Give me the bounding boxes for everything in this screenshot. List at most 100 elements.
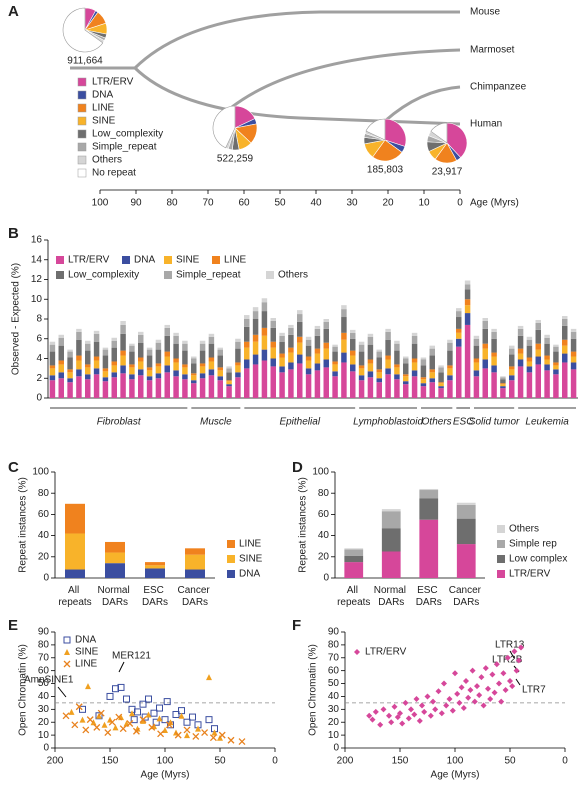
- y-tick-label: 40: [318, 530, 330, 541]
- y-tick-label: 4: [36, 353, 42, 364]
- x-tick-label: 100: [157, 756, 174, 767]
- point: [369, 716, 376, 723]
- bar-segment: [570, 356, 577, 363]
- bar-segment: [344, 548, 364, 550]
- point: [62, 712, 70, 720]
- bar-segment: [146, 380, 153, 398]
- point: [491, 689, 498, 696]
- bar-segment: [49, 344, 56, 352]
- bar-segment: [252, 334, 259, 342]
- pie-slice: [384, 118, 407, 147]
- bar-segment: [358, 351, 365, 366]
- point: [388, 719, 395, 726]
- bar-segment: [155, 349, 162, 364]
- bar-segment: [120, 333, 126, 351]
- bar-segment: [244, 326, 250, 342]
- bar-segment: [93, 368, 100, 375]
- point: [435, 688, 442, 695]
- bar-segment: [403, 376, 409, 382]
- pie-slice: [212, 105, 236, 149]
- bar-segment: [199, 343, 206, 351]
- point: [163, 698, 171, 706]
- legend-label: LINE: [224, 255, 247, 266]
- legend-swatch: [212, 256, 220, 264]
- bar-segment: [288, 327, 294, 335]
- bar-segment: [438, 367, 444, 373]
- bar-segment: [288, 352, 294, 363]
- bar-segment: [385, 331, 391, 340]
- bar-segment: [332, 344, 338, 347]
- bar-segment: [297, 314, 303, 322]
- point: [487, 696, 494, 703]
- pie-slice: [446, 122, 468, 159]
- legend-label: SINE: [92, 116, 116, 127]
- point: [372, 708, 379, 715]
- bar-segment: [235, 362, 241, 366]
- x-tick-label: 70: [202, 198, 214, 209]
- bar-segment: [385, 328, 391, 332]
- y-tick-label: 10: [328, 730, 340, 741]
- bar-segment: [146, 370, 153, 377]
- panel-letter: A: [8, 3, 19, 20]
- legend-swatch: [497, 570, 505, 578]
- bar-segment: [544, 337, 550, 344]
- y-tick-label: 80: [38, 640, 50, 651]
- bar-segment: [58, 337, 64, 346]
- bar-segment: [199, 378, 206, 398]
- point: [132, 727, 140, 735]
- y-tick-label: 8: [36, 314, 42, 325]
- bar-segment: [270, 318, 276, 321]
- x-axis-label: Age (Myrs): [431, 770, 480, 781]
- point: [394, 714, 401, 721]
- bar-segment: [509, 369, 515, 376]
- bar-segment: [191, 383, 197, 398]
- bar-segment: [456, 317, 462, 329]
- bar-segment: [102, 368, 109, 372]
- x-tick-label: All repeats: [337, 585, 370, 608]
- bar-segment: [164, 324, 170, 328]
- bar-segment: [438, 365, 444, 368]
- point: [183, 718, 191, 726]
- bar-segment: [456, 518, 476, 545]
- bar-segment: [570, 338, 577, 352]
- bar-segment: [297, 336, 303, 343]
- y-tick-label: 80: [38, 488, 50, 499]
- bar-segment: [105, 563, 125, 578]
- species-label: Marmoset: [470, 45, 515, 56]
- bar-segment: [279, 372, 285, 398]
- y-tick-label: 20: [318, 551, 330, 562]
- y-tick-label: 60: [328, 665, 340, 676]
- bar-segment: [208, 343, 215, 358]
- bar-segment: [341, 362, 347, 398]
- bar-segment: [208, 336, 215, 344]
- bar-segment: [252, 307, 259, 312]
- bar-segment: [235, 365, 241, 373]
- x-tick-label: 150: [392, 756, 409, 767]
- bar-segment: [252, 311, 259, 319]
- legend-label: SINE: [239, 554, 263, 565]
- legend-label: LINE: [92, 103, 115, 114]
- bar-segment: [279, 341, 285, 354]
- y-tick-label: 40: [38, 691, 50, 702]
- bar-segment: [252, 319, 259, 335]
- legend-swatch: [227, 540, 235, 548]
- bar-segment: [323, 367, 329, 398]
- point: [195, 725, 201, 732]
- point: [380, 706, 387, 713]
- bar-segment: [403, 381, 409, 385]
- point: [474, 683, 480, 690]
- point: [441, 680, 447, 687]
- legend-swatch: [164, 271, 172, 279]
- point: [140, 717, 146, 724]
- bar-segment: [155, 373, 162, 379]
- bar-segment: [381, 511, 401, 529]
- bar-segment: [182, 379, 188, 398]
- bar-segment: [261, 298, 268, 303]
- bar-segment: [544, 334, 550, 338]
- point: [165, 721, 173, 729]
- bar-segment: [341, 317, 347, 333]
- point: [134, 708, 141, 716]
- legend-label: Simple_repeat: [92, 142, 157, 153]
- bar-segment: [350, 371, 356, 398]
- bar-segment: [562, 325, 568, 340]
